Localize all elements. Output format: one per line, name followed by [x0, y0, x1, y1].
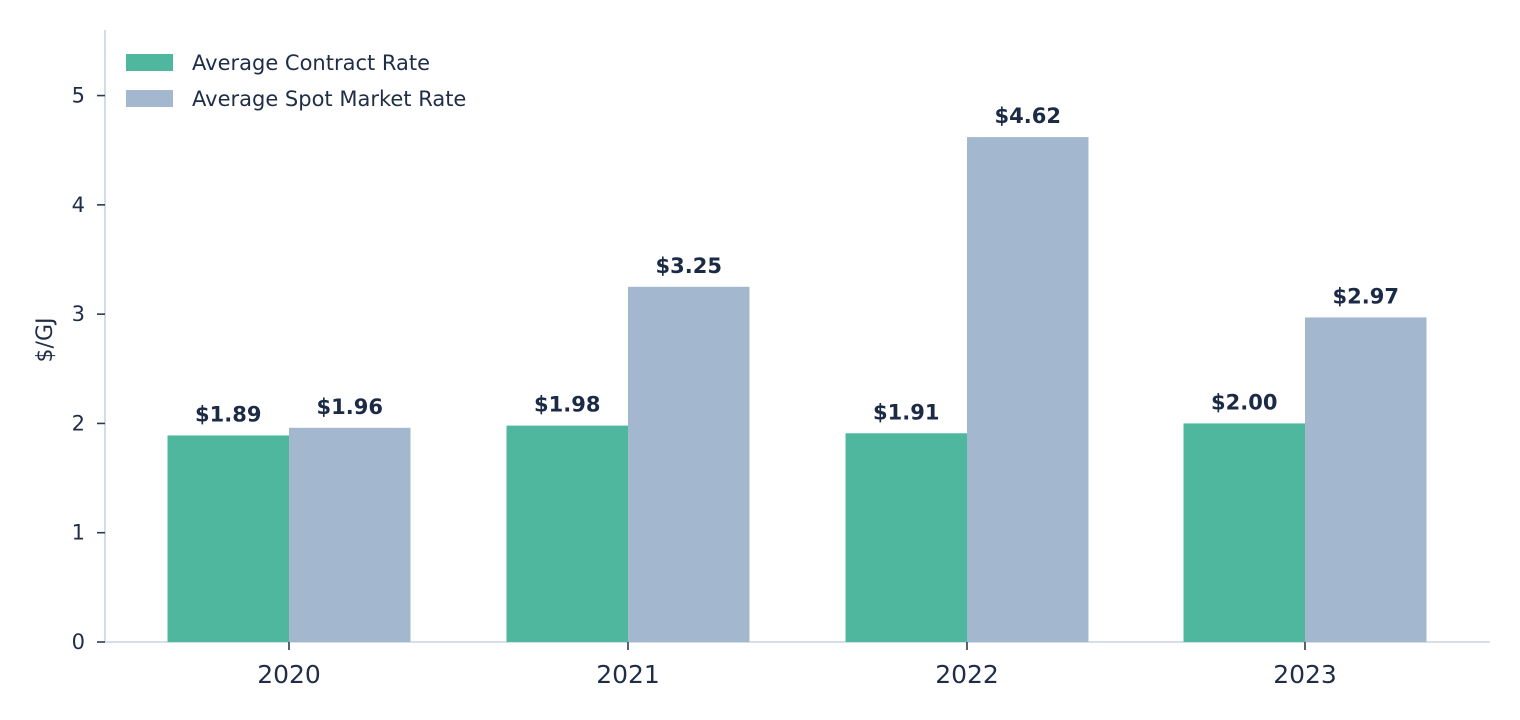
bar-contract-2022: [845, 433, 967, 642]
x-tick-label: 2022: [935, 660, 999, 689]
legend-label: Average Spot Market Rate: [192, 87, 466, 111]
legend-swatch: [126, 54, 173, 71]
bar-spot-2023: [1305, 317, 1427, 642]
x-tick-label: 2020: [257, 660, 321, 689]
x-tick-label: 2023: [1273, 660, 1337, 689]
y-tick-label: 1: [72, 521, 85, 545]
legend-swatch: [126, 90, 173, 107]
value-label: $2.97: [1333, 284, 1399, 308]
bar-contract-2023: [1183, 423, 1305, 642]
value-label: $1.96: [317, 395, 383, 419]
bars-layer: [167, 137, 1427, 642]
y-tick-label: 2: [72, 411, 85, 435]
bar-contract-2020: [167, 435, 289, 642]
y-tick-label: 5: [72, 84, 85, 108]
y-tick-label: 4: [72, 193, 85, 217]
legend-label: Average Contract Rate: [192, 51, 430, 75]
value-label: $3.25: [656, 254, 722, 278]
y-axis-title: $/GJ: [33, 318, 58, 363]
x-tick-label: 2021: [596, 660, 660, 689]
value-label: $2.00: [1211, 390, 1277, 414]
value-label: $1.89: [195, 402, 261, 426]
value-labels-layer: $1.89 $1.98 $1.91 $2.00 $1.96 $3.25 $4.62 $2.97: [195, 104, 1399, 426]
bar-spot-2022: [967, 137, 1089, 642]
value-label: $1.91: [873, 400, 939, 424]
bar-spot-2021: [628, 286, 750, 642]
value-label: $4.62: [995, 104, 1061, 128]
y-tick-label: 3: [72, 302, 85, 326]
bar-contract-2021: [506, 425, 628, 642]
value-label: $1.98: [534, 393, 600, 417]
y-tick-label: 0: [72, 630, 85, 654]
legend: Average Contract Rate Average Spot Market…: [126, 51, 466, 111]
bar-spot-2020: [289, 427, 411, 642]
